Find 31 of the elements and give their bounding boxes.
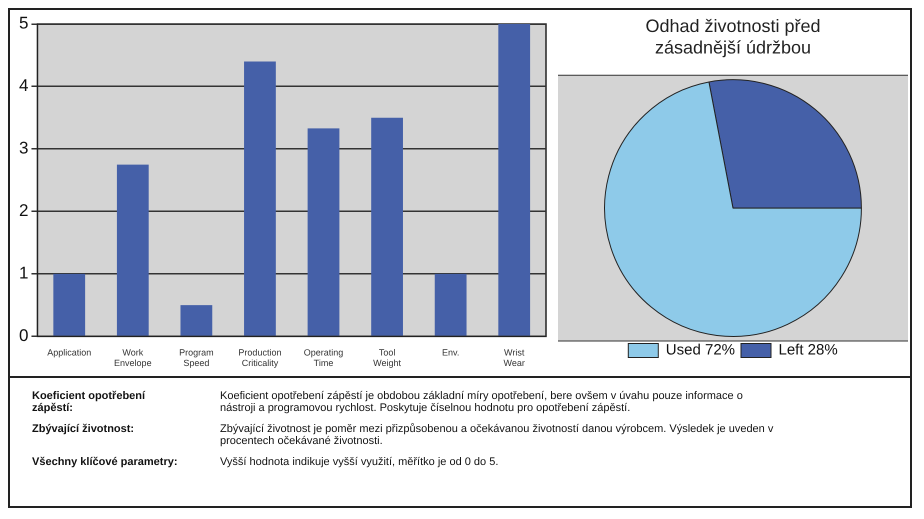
chart-title: Odhad životnosti před zásadnější údržbou — [645, 16, 821, 58]
y-tick-label: 2 — [18, 201, 28, 220]
bar — [498, 24, 530, 336]
x-tick-label: Operating Time — [304, 347, 344, 368]
x-tick-label: Wrist Wear — [504, 347, 525, 368]
x-tick-label: Work Envelope — [114, 347, 152, 368]
bar — [371, 118, 403, 336]
x-tick-label: Tool Weight — [373, 347, 402, 368]
bar — [53, 274, 86, 336]
bar — [116, 164, 149, 336]
x-tick-label: Program Speed — [179, 347, 214, 368]
legend-label: Left 28% — [778, 342, 838, 359]
x-tick-label: Production Criticality — [238, 347, 282, 368]
y-tick-label: 5 — [18, 14, 28, 33]
y-tick-label: 0 — [18, 326, 28, 346]
text: Zbývající životnost: — [32, 423, 136, 437]
text: Zbývající životnost je poměr mezi přizpůsobenou a očekávanou životností danou výrobcem. Výsledek je uveden v procentech očekávané životnosti. — [220, 423, 774, 447]
text: Vyšší hodnota indikuje vyšší využití, měřítko je od 0 do 5. — [220, 456, 500, 468]
text: Všechny klíčové parametry: — [32, 456, 179, 468]
y-tick-label: 3 — [18, 138, 28, 158]
bar — [308, 128, 340, 336]
x-tick-label: Application — [47, 347, 92, 358]
y-tick-label: 1 — [18, 264, 28, 283]
bar — [180, 305, 212, 336]
x-tick-label: Env. — [442, 347, 460, 358]
y-tick-label: 4 — [18, 76, 28, 96]
text: Koeficient opotřebení zápěstí je obdobou základní míry opotřebení, bere ovšem v úvahu pouze informace o nástroji a programovou rychlost. Poskytuje číselnou hodnotu pro opotřebení zápěstí. — [220, 390, 744, 414]
bar — [434, 274, 467, 336]
bar — [244, 61, 276, 336]
legend-label: Used 72% — [666, 342, 736, 359]
text: Koeficient opotřebení zápěstí: — [32, 390, 146, 414]
